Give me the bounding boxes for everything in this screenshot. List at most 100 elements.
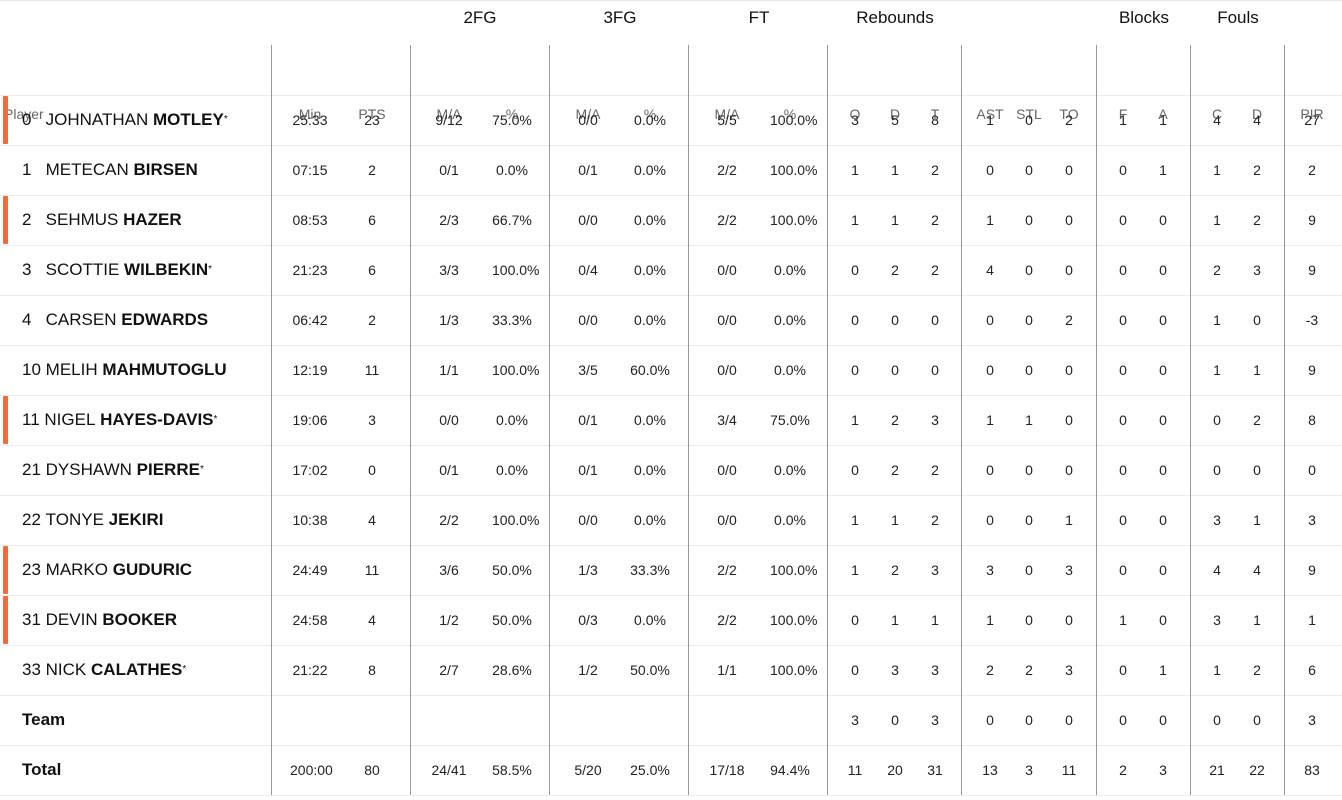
stat-ft-pct: 0.0% (774, 362, 806, 378)
table-row[interactable]: 22 TONYE JEKIRI 10:38 4 2/2 100.0% 0/0 0.0% 0/0… (0, 495, 1342, 546)
player-number: 1 (22, 160, 32, 179)
table-row[interactable]: 10 MELIH MAHMUTOGLU 12:19 11 1/1 100.0% 3/5 60… (0, 345, 1342, 396)
stat-2fg-ma: 2/7 (439, 662, 459, 678)
stat-2fg-pct: 100.0% (492, 262, 540, 278)
player-name[interactable]: 4 CARSEN EDWARDS (22, 295, 208, 345)
stat-pir: 9 (1308, 562, 1316, 578)
table-row[interactable]: 3 SCOTTIE WILBEKIN* 21:23 6 3/3 100.0% 0/4 0.0… (0, 245, 1342, 296)
stat-stl: 0 (1025, 212, 1033, 228)
stat-pts (352, 695, 392, 745)
player-first-name: DYSHAWN (45, 460, 132, 479)
stat-reb-o: 1 (851, 562, 859, 578)
player-name[interactable]: 23 MARKO GUDURIC (22, 545, 192, 595)
stat-pts: 80 (364, 762, 380, 778)
stat-min: 24:49 (292, 562, 328, 578)
col-3fg-ma[interactable]: M/A (575, 106, 601, 122)
stat-to: 2 (1065, 112, 1073, 128)
total-row-label: Total (22, 760, 62, 779)
player-name[interactable]: 3 SCOTTIE WILBEKIN* (22, 245, 212, 295)
player-name[interactable]: 33 NICK CALATHES* (22, 645, 186, 695)
stat-2fg-pct: 100.0% (492, 362, 540, 378)
stat-ft-ma: 5/5 (717, 112, 737, 128)
player-number: 23 (22, 560, 41, 579)
starter-marker: * (199, 464, 204, 475)
stat-min: 08:53 (292, 212, 328, 228)
stat-reb-t: 3 (931, 562, 939, 578)
player-number: 31 (22, 610, 41, 629)
player-last-name: MAHMUTOGLU (102, 360, 227, 379)
table-row[interactable]: 23 MARKO GUDURIC 24:49 11 3/6 50.0% 1/3 33.3% 2… (0, 545, 1342, 596)
col-reb-o[interactable]: O (849, 106, 861, 122)
stat-foul-c: 2 (1213, 262, 1221, 278)
starter-marker: * (223, 114, 228, 125)
stat-reb-o: 3 (851, 712, 859, 728)
stat-2fg-pct: 0.0% (496, 412, 528, 428)
player-last-name: PIERRE (136, 460, 200, 479)
stat-ft-ma: 0/0 (717, 362, 737, 378)
table-row[interactable]: 33 NICK CALATHES* 21:22 8 2/7 28.6% 1/2 50.0% 1… (0, 645, 1342, 696)
stat-reb-o: 1 (851, 212, 859, 228)
stat-ft-ma: 1/1 (717, 662, 737, 678)
col-player[interactable]: Player (4, 106, 44, 122)
col-ast[interactable]: AST (976, 106, 1004, 122)
col-blk-a[interactable]: A (1158, 106, 1168, 122)
col-foul-c[interactable]: C (1211, 106, 1223, 122)
player-name[interactable]: 22 TONYE JEKIRI (22, 495, 163, 545)
col-foul-d[interactable]: D (1251, 106, 1263, 122)
col-pts[interactable]: PTS (358, 106, 386, 122)
stat-2fg-ma: 3/3 (439, 262, 459, 278)
table-row[interactable]: 2 SEHMUS HAZER 08:53 6 2/3 66.7% 0/0 0.0% 2/2 10… (0, 195, 1342, 246)
player-name[interactable]: 0 JOHNATHAN MOTLEY* (22, 95, 228, 145)
stat-blk-a: 0 (1159, 562, 1167, 578)
col-reb-t[interactable]: T (930, 106, 940, 122)
stat-reb-o: 0 (851, 612, 859, 628)
player-name[interactable]: 21 DYSHAWN PIERRE* (22, 445, 204, 495)
stat-to: 1 (1065, 512, 1073, 528)
player-name[interactable]: 10 MELIH MAHMUTOGLU (22, 345, 227, 395)
player-name[interactable]: 1 METECAN BIRSEN (22, 145, 198, 195)
table-row[interactable]: 21 DYSHAWN PIERRE* 17:02 0 0/1 0.0% 0/1 0.0% 0/… (0, 445, 1342, 496)
table-row[interactable]: 4 CARSEN EDWARDS 06:42 2 1/3 33.3% 0/0 0.0% 0/0… (0, 295, 1342, 346)
table-row[interactable]: 0 JOHNATHAN MOTLEY* 25:33 23 9/12 75.0% 0/0 0.… (0, 95, 1342, 146)
stat-to: 3 (1065, 662, 1073, 678)
col-3fg-pct[interactable]: % (643, 106, 657, 122)
player-name[interactable]: 11 NIGEL HAYES-DAVIS* (22, 395, 217, 445)
on-court-indicator (3, 196, 8, 244)
stat-reb-d: 2 (891, 262, 899, 278)
stat-ft-pct: 100.0% (770, 162, 818, 178)
stat-3fg-ma: 1/3 (578, 562, 598, 578)
stat-2fg-ma: 3/6 (439, 562, 459, 578)
col-min[interactable]: Min (298, 106, 322, 122)
stat-stl: 0 (1025, 562, 1033, 578)
col-pir[interactable]: PIR (1300, 106, 1324, 122)
player-number: 4 (22, 310, 32, 329)
col-stl[interactable]: STL (1016, 106, 1042, 122)
stat-2fg-ma: 1/3 (439, 312, 459, 328)
stat-foul-d: 2 (1253, 212, 1261, 228)
col-blk-f[interactable]: F (1118, 106, 1128, 122)
stat-2fg-ma: 0/1 (439, 462, 459, 478)
stat-ft-ma: 2/2 (717, 212, 737, 228)
player-name[interactable]: 2 SEHMUS HAZER (22, 195, 182, 245)
table-row[interactable]: 11 NIGEL HAYES-DAVIS* 19:06 3 0/0 0.0% 0/1 0.0… (0, 395, 1342, 446)
col-ft-pct[interactable]: % (783, 106, 797, 122)
stat-pir: 1 (1308, 612, 1316, 628)
stat-ft-ma: 0/0 (717, 462, 737, 478)
table-row[interactable]: 1 METECAN BIRSEN 07:15 2 0/1 0.0% 0/1 0.0% 2/2 1… (0, 145, 1342, 196)
col-to[interactable]: TO (1059, 106, 1079, 122)
player-name[interactable]: 31 DEVIN BOOKER (22, 595, 177, 645)
stat-3fg-ma: 3/5 (578, 362, 598, 378)
col-reb-d[interactable]: D (889, 106, 901, 122)
col-ft-ma[interactable]: M/A (714, 106, 740, 122)
table-row[interactable]: 31 DEVIN BOOKER 24:58 4 1/2 50.0% 0/3 0.0% 2/2 1… (0, 595, 1342, 646)
stat-blk-f: 0 (1119, 662, 1127, 678)
col-2fg-pct[interactable]: % (505, 106, 519, 122)
stat-2fg-pct: 75.0% (492, 112, 532, 128)
stat-reb-t: 3 (931, 412, 939, 428)
stat-pts: 2 (368, 162, 376, 178)
stat-reb-d: 2 (891, 462, 899, 478)
stat-min: 07:15 (292, 162, 328, 178)
stat-3fg-ma: 0/0 (578, 312, 598, 328)
col-2fg-ma[interactable]: M/A (436, 106, 462, 122)
stat-3fg-pct: 0.0% (634, 162, 666, 178)
